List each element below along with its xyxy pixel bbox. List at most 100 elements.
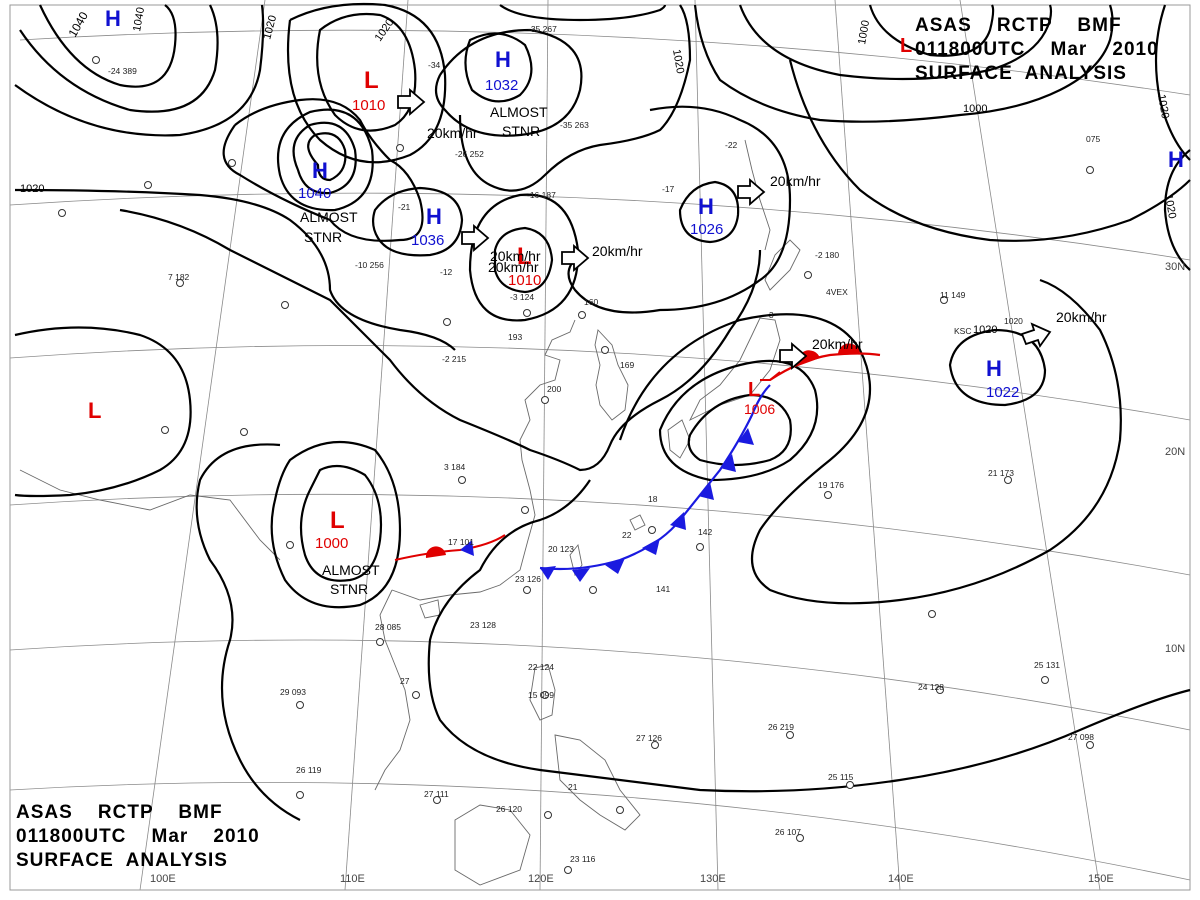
station-circle: [796, 834, 804, 842]
pressure-centers: H 1040 L 1010 H 1032 H 1040 H 1036 L 101…: [65, 6, 1183, 552]
station-circle: [846, 781, 854, 789]
stnr-note: STNR: [330, 581, 368, 597]
lon-label: 150E: [1088, 873, 1114, 885]
stnr-note: STNR: [304, 229, 342, 245]
station-circle: [458, 476, 466, 484]
station-markers: [58, 56, 1094, 874]
station-circle: [523, 309, 531, 317]
station-value: -2 180: [815, 250, 839, 260]
station-value: 25 115: [828, 772, 854, 782]
stnr-note: ALMOST: [300, 209, 358, 225]
isobar: [427, 479, 1191, 793]
isobar: [270, 440, 402, 609]
meridian: [539, 0, 549, 891]
isobar-label: 1020: [670, 48, 686, 74]
station-value: 22: [622, 530, 632, 540]
station-circle: [589, 586, 597, 594]
isobar: [14, 326, 192, 498]
isobar: [1154, 4, 1191, 161]
station-value: 22 124: [528, 662, 554, 672]
isobar: [567, 105, 792, 314]
cold-front-symbol: [720, 454, 736, 472]
station-value: 141: [656, 584, 670, 594]
parallel: [19, 29, 1191, 96]
station-value: 20 123: [548, 544, 574, 554]
front-line: [760, 371, 781, 381]
movement-arrow-icon: [397, 88, 426, 116]
low-symbol: L: [364, 67, 379, 94]
high-symbol: H: [698, 194, 714, 219]
lon-label: 110E: [340, 873, 365, 885]
station-value: 169: [620, 360, 634, 370]
isobar-label: 1040: [131, 6, 147, 32]
station-value: 27 098: [1068, 732, 1094, 742]
isobar: [276, 108, 374, 212]
station-value: 26 219: [768, 722, 794, 732]
station-circle: [616, 806, 624, 814]
isobar: [493, 226, 554, 294]
station-value: -3 124: [510, 292, 534, 302]
parallel: [9, 639, 1191, 731]
parallel: [9, 192, 1191, 261]
meridian: [834, 0, 901, 891]
station-circle: [92, 56, 100, 64]
station-circle: [541, 396, 549, 404]
station-circle: [58, 209, 66, 217]
station-circle: [578, 311, 586, 319]
coastlines: [19, 139, 801, 886]
movement-labels: 20km/hr 20km/hr 20km/hr 20km/hr 20km/hr …: [427, 125, 1107, 352]
station-circle: [1041, 676, 1049, 684]
isobar: [1163, 149, 1191, 271]
header-agency-line: ASAS RCTP BMF: [16, 802, 223, 823]
lon-label: 130E: [700, 873, 726, 885]
hainan: [419, 599, 441, 619]
lon-label: 120E: [528, 873, 554, 885]
station-value: 4VEX: [826, 287, 848, 297]
station-value: 21: [568, 782, 578, 792]
station-circle: [1086, 166, 1094, 174]
station-circle: [928, 610, 936, 618]
stationary-notes: ALMOST STNR ALMOST STNR ALMOST STNR: [300, 104, 548, 597]
cold-front-symbol: [698, 482, 714, 500]
movement-label: 20km/hr: [488, 259, 539, 275]
station-value: -24 389: [108, 66, 137, 76]
isobar-label: 1020: [20, 183, 44, 195]
station-value: -3: [766, 310, 774, 320]
station-value: 3 184: [444, 462, 466, 472]
station-circle: [804, 271, 812, 279]
isobar-label: 1000: [856, 19, 872, 45]
station-value: 26 107: [775, 827, 801, 837]
header-agency-line: ASAS RCTP BMF: [915, 15, 1122, 36]
lat-label: 30N: [1165, 261, 1185, 273]
chart-header-bottom: ASAS RCTP BMF 011800UTC Mar 2010 SURFACE…: [16, 801, 260, 873]
low-value: 1006: [744, 401, 775, 417]
chart-header-top: ASAS RCTP BMF 011800UTC Mar 2010 SURFACE…: [915, 14, 1159, 86]
low-symbol: L: [900, 35, 912, 57]
high-value: 1040: [65, 9, 91, 39]
stnr-note: STNR: [502, 123, 540, 139]
low-value: 1000: [315, 535, 348, 552]
movement-label: 20km/hr: [1056, 309, 1107, 325]
meridian: [139, 0, 266, 891]
station-circle: [824, 491, 832, 499]
movement-label: 20km/hr: [812, 336, 863, 352]
map-border: [9, 4, 1191, 891]
india-coast: [19, 469, 281, 561]
header-time-line: 011800UTC Mar 2010: [16, 826, 260, 847]
station-value: 19 176: [818, 480, 844, 490]
isobar: [678, 180, 740, 244]
isobar: [307, 132, 347, 182]
station-circle: [940, 296, 948, 304]
movement-arrow-icon: [779, 342, 808, 370]
isobar: [458, 4, 692, 192]
isobar: [119, 208, 762, 472]
station-value: 25 131: [1034, 660, 1060, 670]
station-value: 29 093: [280, 687, 306, 697]
isobar: [948, 328, 1047, 407]
meridian: [959, 0, 1101, 891]
isobar: [738, 4, 1053, 81]
station-plot-values: -24 389 -34 -26 252 -35 263 -35 267 -21 …: [108, 24, 1100, 864]
station-value: -21: [398, 202, 411, 212]
